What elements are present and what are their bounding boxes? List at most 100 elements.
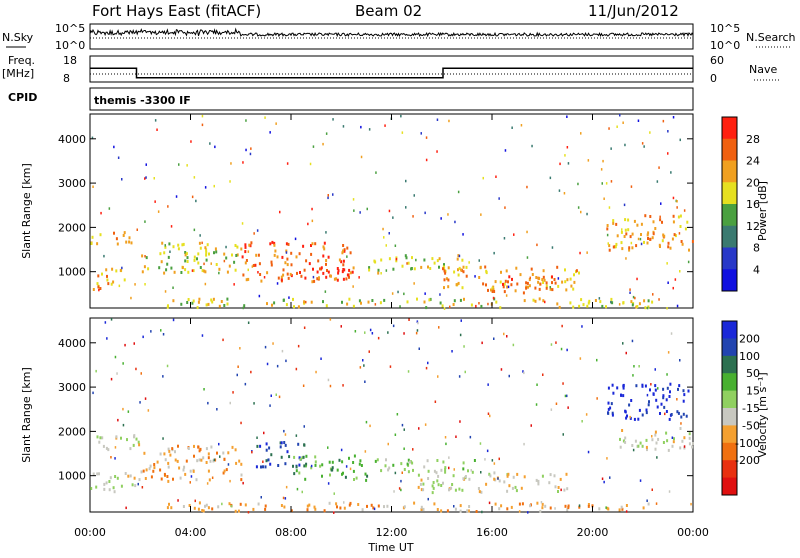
power-cell <box>231 253 233 257</box>
colorbar-swatch <box>722 373 737 392</box>
velocity-cell <box>488 501 491 505</box>
power-cell <box>172 286 174 289</box>
power-cell <box>447 266 450 270</box>
power-cell <box>462 233 464 236</box>
power-cell <box>612 221 615 225</box>
velocity-cell <box>431 491 434 495</box>
velocity-cell <box>417 485 420 489</box>
velocity-cell <box>169 453 172 457</box>
power-cell <box>401 131 404 134</box>
power-cell <box>677 215 680 219</box>
power-cell <box>163 271 166 275</box>
power-cell <box>254 263 257 267</box>
power-cell <box>187 270 190 274</box>
colorbar-swatch <box>722 204 737 227</box>
velocity-cell <box>338 458 341 462</box>
power-cell <box>649 131 651 134</box>
power-cell <box>157 210 160 213</box>
power-cell <box>629 291 631 294</box>
velocity-cell <box>284 497 287 500</box>
velocity-cell <box>205 447 208 451</box>
velocity-cell <box>105 481 108 485</box>
power-cell <box>107 282 110 286</box>
power-cell <box>141 254 144 258</box>
velocity-cell <box>629 415 631 419</box>
velocity-cell <box>285 485 288 489</box>
velocity-cell <box>685 414 688 418</box>
power-cell <box>273 253 276 257</box>
velocity-cell <box>365 478 368 482</box>
power-cell <box>503 282 506 286</box>
velocity-cell <box>280 441 283 445</box>
velocity-cell <box>625 416 628 420</box>
power-cell <box>531 144 533 148</box>
velocity-cell <box>581 325 583 328</box>
power-cell <box>223 259 226 263</box>
power-cell <box>616 125 618 128</box>
colorbar-swatch <box>722 338 737 357</box>
power-cell <box>660 202 662 205</box>
velocity-cell <box>622 384 625 388</box>
velocity-cell <box>363 364 365 367</box>
power-cell <box>643 299 646 303</box>
velocity-cell <box>625 351 627 355</box>
power-cell <box>535 276 538 279</box>
velocity-cell <box>210 445 213 449</box>
power-cell <box>567 162 570 165</box>
velocity-cell <box>348 503 351 507</box>
power-cell <box>411 256 413 260</box>
power-cell <box>544 300 546 304</box>
power-cell <box>258 262 261 266</box>
velocity-cell <box>392 463 395 467</box>
power-cell <box>447 285 450 289</box>
power-cell <box>100 211 102 215</box>
power-cell <box>385 244 387 247</box>
cpid-program: themis -3300 IF <box>94 94 191 107</box>
velocity-cell <box>535 478 538 482</box>
velocity-cell <box>221 502 223 506</box>
power-cell <box>480 213 482 216</box>
power-cell <box>631 246 634 250</box>
power-cell <box>674 234 677 238</box>
velocity-cell <box>679 359 681 362</box>
power-cell <box>630 300 633 304</box>
power-cell <box>310 244 312 247</box>
power-cell <box>266 302 268 306</box>
velocity-cell <box>403 447 405 450</box>
colorbar-tick-label: -200 <box>735 454 760 467</box>
velocity-cell <box>365 420 368 424</box>
power-cell <box>384 124 386 127</box>
power-cell <box>676 200 678 203</box>
power-cell <box>646 241 649 245</box>
velocity-cell <box>458 375 461 378</box>
power-cell <box>500 270 502 274</box>
power-cell <box>303 300 306 304</box>
velocity-cell <box>114 446 117 449</box>
power-cell <box>286 257 289 261</box>
velocity-cell <box>269 404 271 407</box>
power-cell <box>641 142 644 145</box>
velocity-cell <box>398 487 401 490</box>
velocity-cell <box>645 408 648 412</box>
power-cell <box>479 266 482 270</box>
colorbar-frame <box>721 116 738 292</box>
power-cell <box>465 265 468 269</box>
power-cell <box>600 168 603 171</box>
velocity-cell <box>462 467 465 471</box>
power-cell <box>614 245 617 249</box>
velocity-cell <box>188 504 191 507</box>
velocity-cell <box>314 507 317 511</box>
y-tick-label: 3000 <box>58 177 86 190</box>
power-cell <box>662 119 665 123</box>
velocity-cell <box>372 506 375 510</box>
velocity-cell <box>673 437 675 441</box>
velocity-cell <box>480 471 482 474</box>
power-cell <box>525 286 528 290</box>
velocity-cell <box>377 504 380 508</box>
velocity-cell <box>152 469 155 473</box>
velocity-cell <box>426 459 429 463</box>
velocity-cell <box>630 399 633 402</box>
power-cell <box>250 147 252 150</box>
velocity-cell <box>360 464 363 467</box>
velocity-cell <box>486 449 489 453</box>
